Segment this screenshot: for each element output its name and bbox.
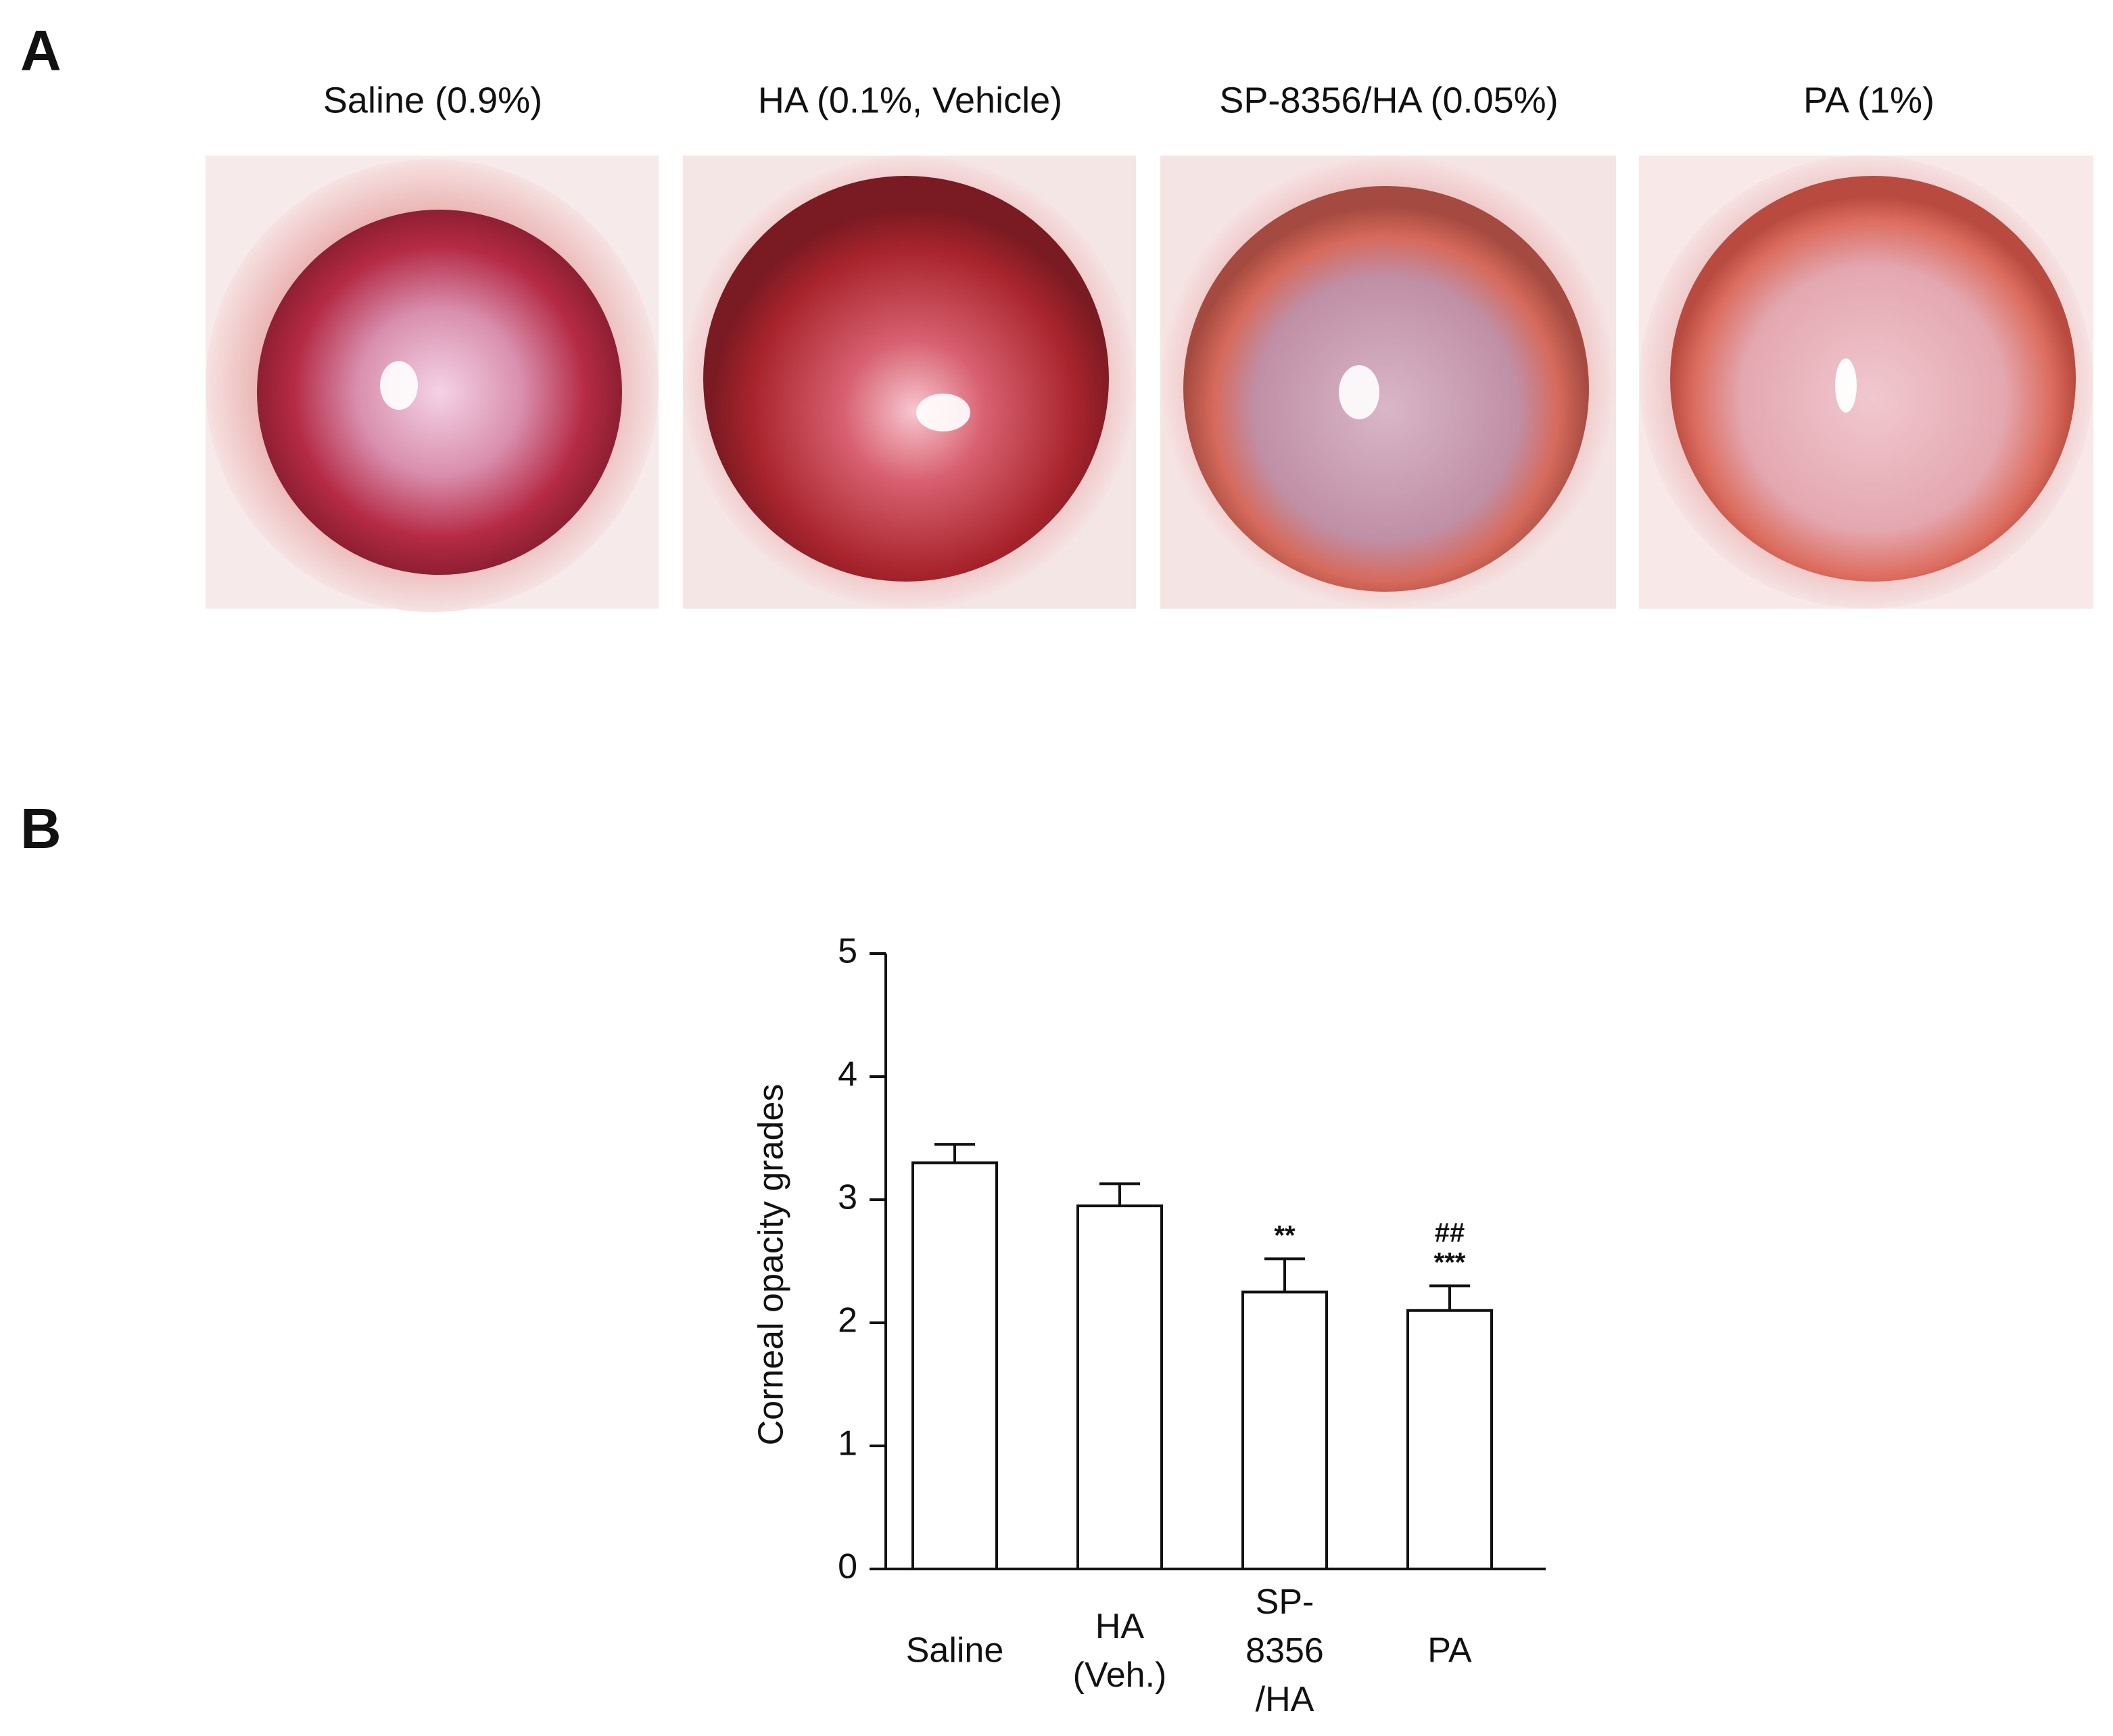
x-tick-label: PA: [1427, 1631, 1472, 1670]
bar-chart: Corneal opacity grades 0 1 2 3 4 5 Saline HA (Ve…: [752, 932, 1546, 1719]
panel-label: A: [20, 19, 62, 83]
image-title: HA (0.1%, Vehicle): [758, 80, 1062, 120]
x-tick-label: Saline: [906, 1631, 1004, 1670]
eye-photo: [683, 156, 1136, 609]
bar: [911, 1161, 998, 1570]
y-tick-label: 0: [838, 1547, 857, 1587]
y-tick-label: 2: [838, 1301, 857, 1340]
eye-photo: [1639, 156, 2093, 609]
x-tick-label: SP-8356/HA: [1245, 1582, 1324, 1719]
eye-photo: [206, 156, 659, 612]
y-tick-label: 4: [838, 1055, 857, 1094]
image-title: PA (1%): [1803, 80, 1934, 120]
y-axis-label: Corneal opacity grades: [752, 1084, 791, 1446]
x-tick-label: HA (Veh.): [1073, 1607, 1167, 1695]
bar: [1406, 1309, 1493, 1571]
image-title: SP-8356/HA (0.05%): [1219, 80, 1558, 120]
bar: [1241, 1290, 1328, 1570]
significance-mark: **: [1274, 1221, 1296, 1250]
bar: [1076, 1204, 1163, 1570]
y-tick-label: 5: [838, 932, 857, 971]
y-tick-label: 1: [838, 1424, 857, 1463]
eye-photo: [1160, 156, 1616, 609]
y-tick-label: 3: [838, 1178, 857, 1217]
panel-label: B: [20, 797, 62, 860]
significance-mark: ***: [1434, 1248, 1466, 1277]
significance-mark: ##: [1435, 1218, 1465, 1248]
image-title: Saline (0.9%): [323, 80, 542, 120]
